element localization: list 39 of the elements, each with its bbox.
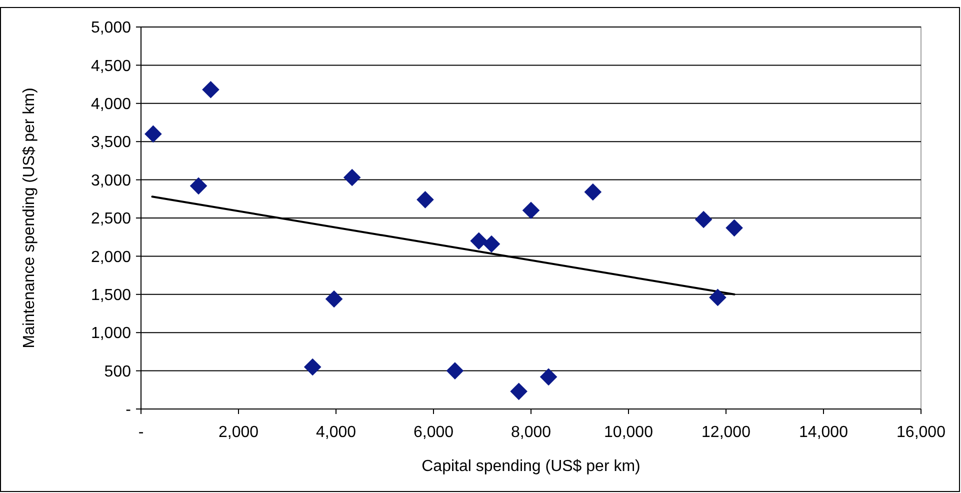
x-tick-label: 12,000 [702,424,751,441]
point [343,168,361,186]
x-tick-label: 10,000 [604,424,654,441]
point [144,125,162,143]
point [584,183,602,201]
y-tick-label: - [126,402,131,419]
x-tick-label: 16,000 [896,424,946,441]
x-tick-label: 8,000 [510,424,552,441]
y-tick-label: 1,000 [90,325,132,342]
point [304,358,322,376]
y-axis-title: Maintenance spending (US$ per km) [21,88,38,348]
point [726,219,743,237]
x-axis-title: Capital spending (US$ per km) [422,458,640,475]
x-tick-label: - [138,424,144,441]
point [446,362,464,380]
point [694,210,712,228]
point [540,368,558,386]
point [325,290,343,308]
y-tick-label: 2,500 [90,210,132,228]
point [522,202,540,220]
y-tick-label: 3,500 [90,134,132,152]
y-tick-label: 4,000 [90,96,132,113]
x-tick-label: 2,000 [218,424,259,441]
point [470,232,488,250]
x-tick-label: 6,000 [413,424,454,441]
point [709,288,726,306]
point [482,235,500,253]
y-tick-label: 4,500 [90,58,132,75]
y-tick-label: 3,000 [90,172,132,190]
point [190,177,208,195]
y-tick-label: 1,500 [90,287,132,304]
x-tick-label: 14,000 [799,424,848,441]
y-tick-label: 2,000 [90,248,132,266]
point [510,382,528,400]
point [416,191,434,208]
y-tick-label: 5,000 [90,20,132,37]
y-tick-label: 500 [104,363,132,380]
x-tick-label: 4,000 [316,424,356,441]
point [202,80,220,98]
